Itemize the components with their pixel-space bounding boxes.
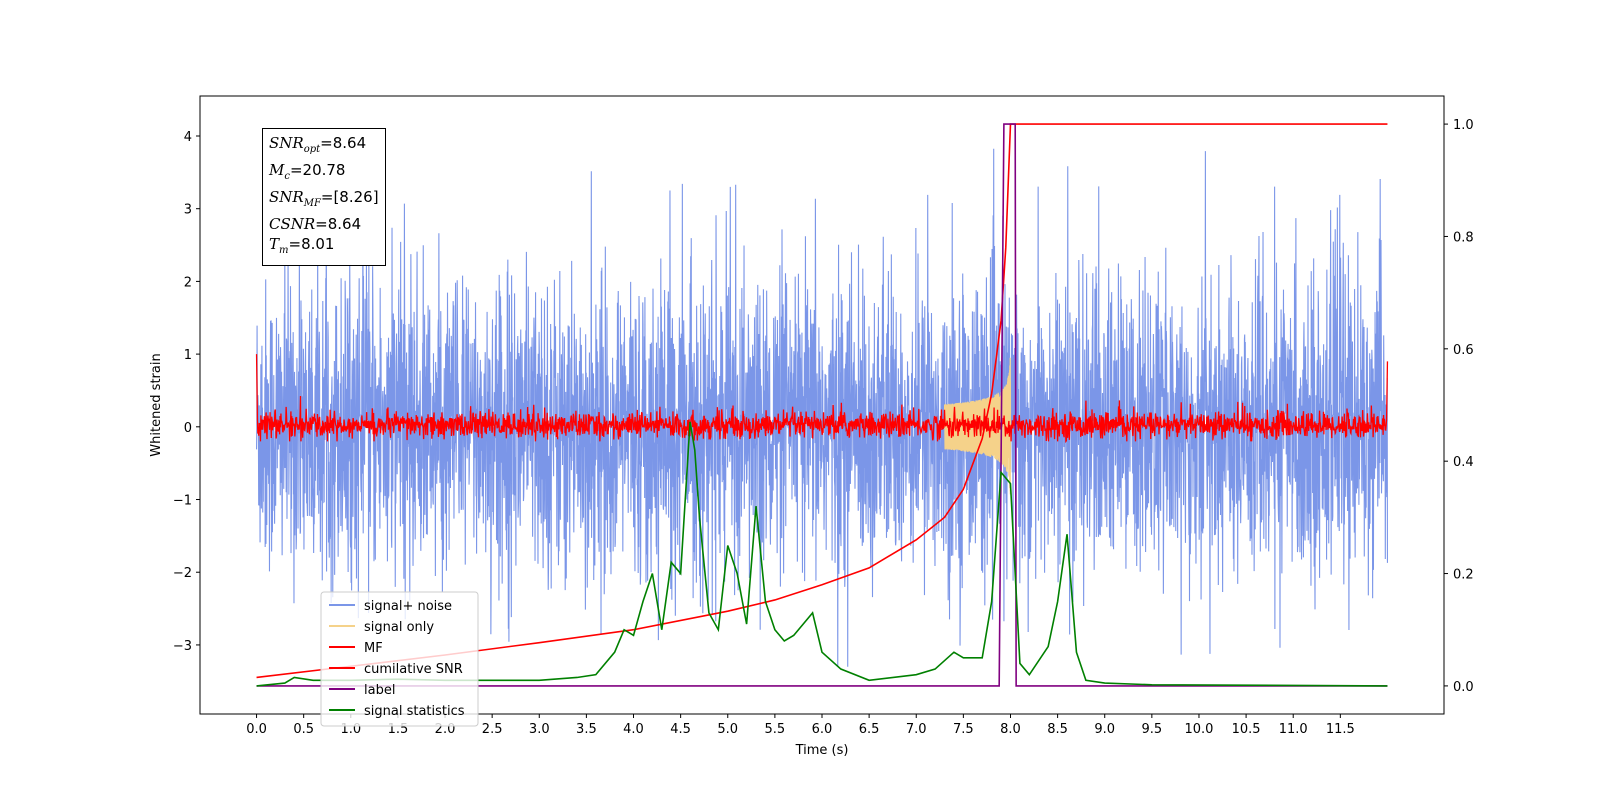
right-y-tick-label: 0.4 [1453,455,1474,470]
x-tick-label: 7.0 [906,722,927,737]
legend-label: cumilative SNR [364,662,463,677]
right-y-tick-label: 0.0 [1453,680,1474,695]
left-y-tick-label: 3 [184,203,192,218]
right-y-tick-label: 0.6 [1453,343,1474,358]
left-y-tick-label: 1 [184,348,192,363]
annotation-line: Tm=8.01 [269,235,335,256]
left-y-tick-label: −1 [173,494,192,509]
x-tick-label: 4.0 [623,722,644,737]
legend-label: signal+ noise [364,599,452,614]
legend-label: signal statistics [364,704,465,719]
annotation-line: CSNR=8.64 [269,215,362,233]
x-tick-label: 9.5 [1142,722,1163,737]
x-tick-label: 10.0 [1184,722,1213,737]
left-y-tick-label: 2 [184,275,192,290]
legend-label: MF [364,641,383,656]
x-tick-label: 9.0 [1094,722,1115,737]
right-y-tick-label: 1.0 [1453,118,1474,133]
legend-label: signal only [364,620,434,635]
x-tick-label: 11.5 [1326,722,1355,737]
x-tick-label: 6.5 [859,722,880,737]
x-tick-label: 10.5 [1232,722,1261,737]
x-tick-label: 8.5 [1047,722,1068,737]
left-y-tick-label: −3 [173,639,192,654]
right-y-axis-ticks: 1.0 0.8 0.6 0.4 0.2 0.0 [1444,118,1474,695]
legend: signal+ noise signal only MF cumilative SNR… [320,591,479,727]
left-y-tick-label: −2 [173,566,192,581]
annotation-line: SNRopt=8.64 [269,134,367,155]
x-tick-label: 8.0 [1000,722,1021,737]
legend-frame [320,591,479,727]
x-tick-label: 2.5 [482,722,503,737]
legend-label: label [364,683,395,698]
mf-line [255,354,1389,444]
right-axis-series [256,123,1388,687]
label-line [256,123,1388,687]
annotation-line: Mc=20.78 [269,161,346,182]
x-tick-label: 7.5 [953,722,974,737]
right-y-tick-label: 0.2 [1453,568,1474,583]
left-y-tick-label: 0 [184,421,192,436]
left-y-tick-label: 4 [184,130,192,145]
x-tick-label: 3.0 [529,722,550,737]
x-tick-label: 3.5 [576,722,597,737]
y-axis-label: Whitened strain [149,353,164,456]
x-tick-label: 6.0 [812,722,833,737]
mf-series [255,354,1389,444]
x-tick-label: 4.5 [670,722,691,737]
right-y-tick-label: 0.8 [1453,230,1474,245]
x-tick-label: 0.5 [293,722,314,737]
x-axis-label: Time (s) [795,743,849,758]
annotation-box: SNRopt=8.64 Mc=20.78 SNRMF=[8.26] CSNR=8.64… [262,128,386,266]
x-tick-label: 5.0 [717,722,738,737]
x-tick-label: 11.0 [1279,722,1308,737]
left-y-axis-ticks: 4 3 2 1 0 −1 −2 −3 [173,130,200,654]
annotation-line: SNRMF=[8.26] [269,188,379,209]
x-tick-label: 0.0 [246,722,267,737]
x-tick-label: 5.5 [765,722,786,737]
signal-statistics-line [256,421,1388,687]
